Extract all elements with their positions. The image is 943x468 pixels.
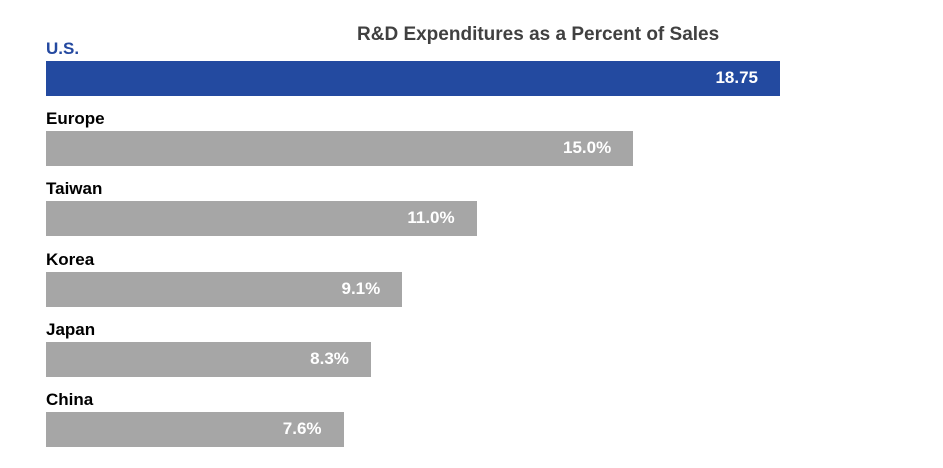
data-label: 11.0% xyxy=(407,208,455,228)
category-label: Korea xyxy=(46,249,95,269)
bar xyxy=(46,341,371,377)
data-label: 7.6% xyxy=(282,419,322,438)
category-label: U.S. xyxy=(46,39,80,58)
category-label: Japan xyxy=(46,319,96,339)
chart-title: R&D Expenditures as a Percent of Sales xyxy=(357,24,720,45)
data-label: 15.0% xyxy=(563,138,612,158)
data-label: 9.1% xyxy=(341,278,381,298)
category-label: China xyxy=(46,390,94,409)
bar xyxy=(46,61,780,96)
bar xyxy=(46,201,477,237)
data-label: 8.3% xyxy=(310,348,349,368)
bar xyxy=(46,271,403,307)
category-label: Europe xyxy=(46,109,105,129)
data-label: 18.75 xyxy=(715,68,758,87)
bar xyxy=(46,131,634,167)
category-label: Taiwan xyxy=(46,179,103,199)
bar xyxy=(46,412,344,447)
